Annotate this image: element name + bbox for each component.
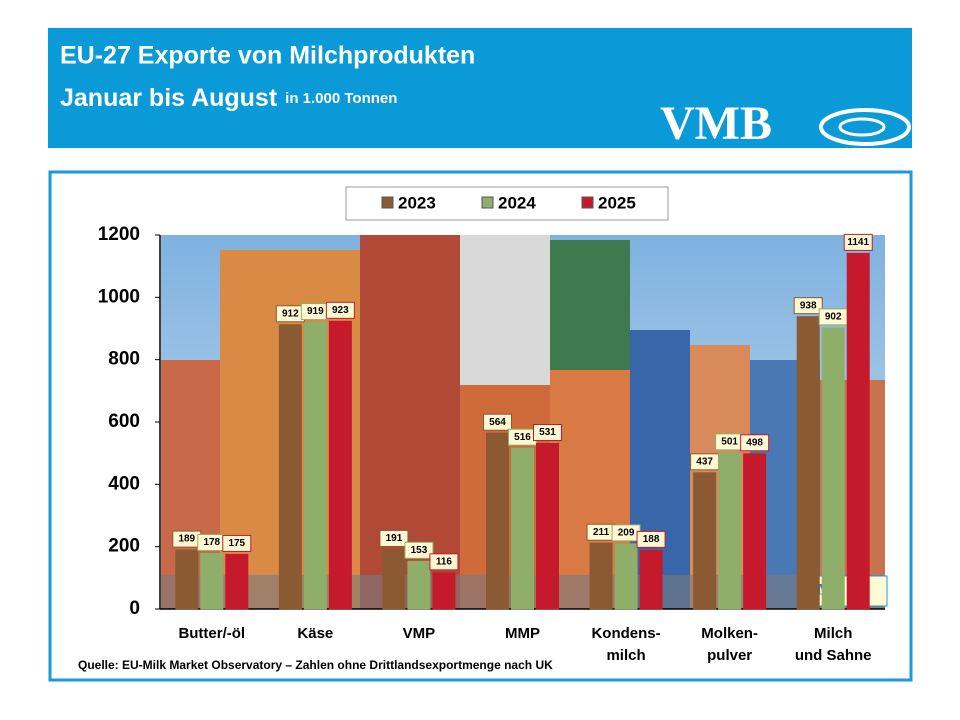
bar (328, 320, 352, 610)
x-tick-label: Butter/-öl (178, 625, 246, 642)
bar (796, 316, 820, 610)
bar (846, 252, 870, 610)
value-label-box (533, 424, 562, 442)
bar (511, 447, 534, 610)
legend-label: 2024 (498, 193, 536, 212)
unit: in 1.000 Tonnen (285, 90, 397, 107)
bar (303, 322, 327, 610)
bar (486, 432, 509, 610)
logo-swirl (838, 117, 886, 137)
legend-label: 2023 (398, 193, 436, 212)
bar (821, 327, 845, 610)
value-label: 919 (307, 306, 324, 317)
value-label: 178 (203, 537, 220, 548)
legend-swatch (581, 196, 594, 209)
subtitle-main: Januar bis August (60, 84, 278, 112)
bar (382, 548, 406, 610)
value-label: 923 (332, 305, 349, 316)
value-label: 188 (643, 534, 660, 545)
legend-swatch (381, 196, 394, 209)
title: EU-27 Exporte von Milchprodukten (60, 42, 475, 70)
value-label-box (404, 541, 434, 559)
value-label: 902 (825, 312, 842, 323)
value-label: 175 (228, 538, 245, 549)
source-note: Quelle: EU-Milk Market Observatory – Zah… (78, 658, 553, 672)
y-tick-label: 1200 (98, 224, 140, 245)
value-label-box (636, 530, 666, 548)
logo: VMB (660, 97, 772, 150)
x-tick-label: MMP (505, 625, 540, 642)
y-tick-label: 0 (129, 598, 140, 619)
value-label: 516 (514, 432, 531, 443)
bar (589, 542, 613, 610)
bar (200, 553, 224, 610)
value-label-box (793, 297, 823, 315)
y-tick-label: 600 (108, 411, 140, 432)
value-label: 501 (721, 436, 738, 447)
value-label: 531 (539, 427, 556, 438)
value-label-box (222, 534, 252, 552)
bar (175, 549, 199, 610)
y-tick-label: 1000 (98, 286, 140, 307)
x-tick-label: Milch und Sahne (794, 625, 872, 664)
value-label: 938 (800, 300, 817, 311)
bar (407, 560, 431, 610)
value-label-box (379, 529, 409, 547)
value-label-box (325, 301, 355, 319)
value-label: 211 (593, 527, 610, 538)
y-tick-label: 200 (108, 536, 140, 557)
value-label-box (429, 553, 459, 571)
value-label: 1141 (847, 237, 869, 248)
x-tick-label: Käse (297, 625, 334, 642)
value-label-box (740, 434, 770, 452)
legend-label: 2025 (598, 193, 636, 212)
value-label: 153 (411, 545, 428, 556)
header-band (48, 28, 912, 148)
legend (345, 186, 669, 221)
value-label: 498 (746, 437, 763, 448)
x-tick-label: Molken- pulver (701, 625, 758, 664)
value-label: 912 (282, 308, 299, 319)
value-label: 437 (696, 456, 713, 467)
x-tick-label: VMP (402, 625, 436, 642)
bar (225, 553, 249, 610)
legend-swatch (481, 196, 494, 209)
value-label: 189 (178, 534, 195, 545)
bar (743, 453, 767, 610)
bar (614, 543, 638, 610)
subtitle: Januar bis August in 1.000 Tonnen (60, 84, 397, 112)
value-label-box (843, 233, 873, 251)
bar (278, 324, 302, 610)
value-label: 564 (489, 417, 506, 428)
bar (639, 549, 663, 610)
y-tick-label: 400 (108, 473, 140, 494)
logo-swirl (819, 108, 911, 146)
value-label: 209 (618, 528, 635, 539)
bar (536, 443, 559, 610)
value-label: 116 (436, 556, 453, 567)
value-label: 191 (386, 533, 403, 544)
value-label-box (483, 413, 512, 431)
bar (718, 452, 742, 610)
y-tick-label: 800 (108, 349, 140, 370)
x-tick-label: Kondens- milch (591, 625, 661, 664)
bar (693, 472, 717, 610)
bar (432, 572, 456, 610)
